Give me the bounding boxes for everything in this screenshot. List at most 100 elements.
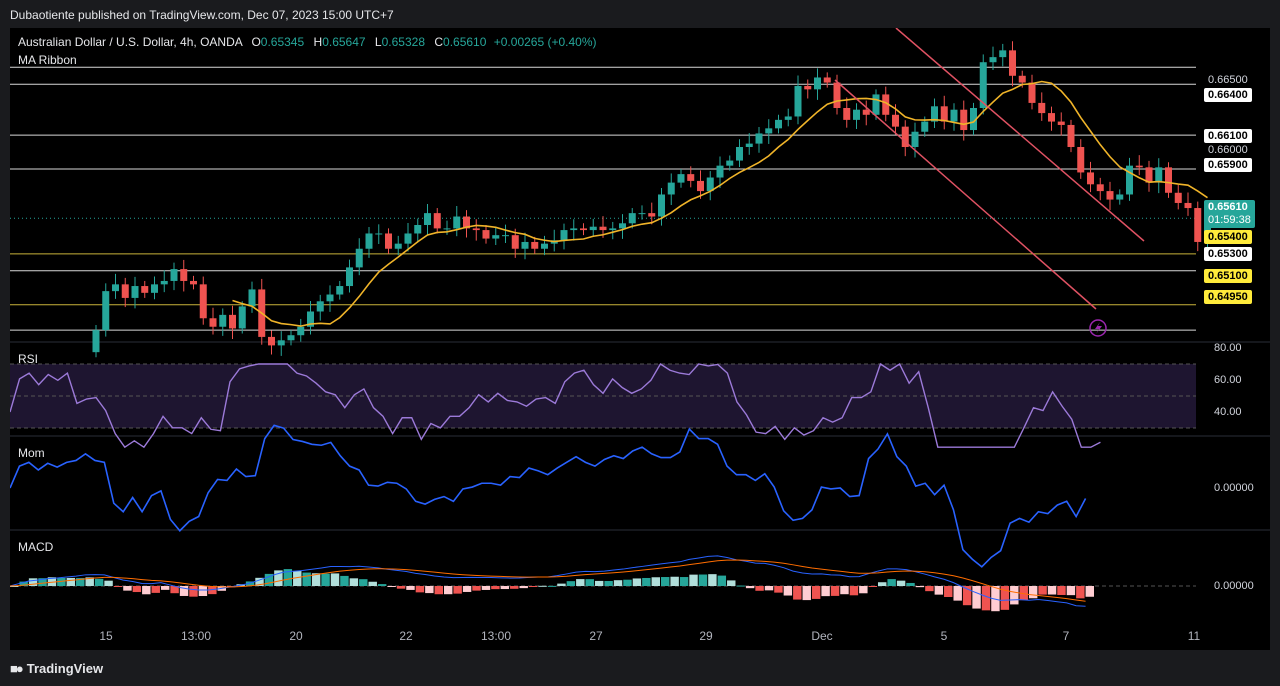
macd-histogram-bar (538, 585, 547, 587)
close-value: 0.65610 (443, 35, 487, 49)
price-axis-label: 0.66500 (1208, 74, 1248, 86)
macd-histogram-bar (255, 577, 264, 586)
candle-body (131, 286, 139, 298)
macd-histogram-bar (651, 577, 660, 586)
price-axis-label: 0.65100 (1204, 269, 1252, 283)
macd-histogram-bar (953, 586, 962, 601)
candle-body (823, 77, 831, 83)
candle-body (92, 330, 100, 353)
macd-histogram-bar (981, 586, 991, 611)
macd-histogram-bar (585, 579, 594, 586)
price-axis-label: 0.66400 (1204, 88, 1252, 102)
candle-body (687, 174, 695, 181)
candle-body (1145, 167, 1153, 183)
macd-histogram-bar (594, 580, 604, 586)
candle-body (443, 228, 451, 230)
macd-label[interactable]: MACD (18, 540, 54, 554)
macd-histogram-bar (547, 585, 557, 587)
candle-body (170, 269, 178, 281)
rsi-line (10, 362, 1101, 449)
macd-histogram-bar (604, 580, 613, 586)
channel-upper-line (895, 28, 1145, 242)
macd-histogram-bar (434, 586, 443, 595)
time-axis-label: Dec (811, 629, 832, 643)
macd-histogram-bar (878, 582, 887, 586)
rsi-axis-label: 60.00 (1214, 374, 1242, 386)
macd-histogram-bar (330, 573, 340, 586)
candle-body (238, 306, 246, 329)
macd-histogram-bar (962, 586, 972, 606)
ma-ribbon-line (232, 80, 1208, 327)
macd-histogram-bar (557, 583, 566, 586)
candle-body (287, 335, 295, 341)
mom-axis-label: 0.00000 (1214, 482, 1254, 494)
open-value: 0.65345 (260, 35, 305, 49)
candle-body (872, 94, 880, 115)
candle-body (433, 213, 441, 229)
macd-histogram-bar (642, 577, 651, 586)
macd-histogram-bar (113, 586, 123, 587)
candle-body (160, 280, 168, 285)
candle-body (804, 85, 812, 90)
symbol-name[interactable]: Australian Dollar / U.S. Dollar, 4h, OAN… (18, 35, 243, 49)
macd-histogram-bar (28, 578, 38, 586)
candle-body (999, 50, 1007, 58)
candle-body (316, 301, 324, 312)
candle-body (141, 286, 149, 293)
candle-body (931, 106, 938, 122)
candle-body (677, 174, 685, 183)
macd-histogram-bar (708, 574, 717, 586)
candle-body (385, 233, 392, 249)
candle-body (570, 228, 578, 231)
indicator-label-ma-ribbon[interactable]: MA Ribbon (18, 53, 77, 67)
macd-histogram-bar (57, 577, 66, 586)
macd-histogram-bar (661, 577, 670, 586)
macd-histogram-bar (944, 586, 953, 597)
macd-histogram-bar (377, 584, 387, 586)
macd-histogram-bar (189, 586, 198, 597)
macd-histogram-bar (774, 586, 783, 593)
symbol-legend: Australian Dollar / U.S. Dollar, 4h, OAN… (18, 35, 597, 67)
macd-histogram-bar (915, 586, 925, 588)
candle-body (911, 131, 919, 147)
tradingview-logo[interactable]: ■● TradingView (10, 661, 103, 676)
chart-canvas[interactable]: 15 13:00 20 22 13:00 27 29 Dec 5 7 11 (10, 28, 1270, 650)
candle-body (619, 223, 626, 229)
macd-histogram-bar (1000, 586, 1010, 610)
candle-body (365, 233, 373, 249)
candle-body (1174, 192, 1182, 203)
macd-histogram-bar (179, 586, 189, 596)
mom-label[interactable]: Mom (18, 446, 45, 460)
macd-histogram-bar (840, 586, 849, 595)
high-label: H (313, 35, 323, 49)
candle-body (472, 228, 480, 231)
macd-histogram-bar (415, 586, 425, 593)
candle-body (326, 294, 334, 302)
macd-histogram-bar (76, 578, 85, 586)
low-label: L (374, 35, 382, 49)
time-axis-label: 13:00 (481, 629, 511, 643)
macd-histogram-bar (793, 586, 802, 600)
candle-body (297, 326, 305, 336)
macd-histogram-bar (1047, 586, 1057, 595)
price-axis-label: 0.66000 (1208, 144, 1248, 156)
macd-histogram-bar (1038, 586, 1047, 595)
macd-histogram-bar (396, 586, 406, 589)
candle-body (765, 128, 773, 134)
macd-histogram-bar (368, 581, 377, 586)
macd-histogram-bar (811, 586, 821, 599)
macd-histogram-bar (19, 581, 28, 586)
price-axis-label: 0.65300 (1204, 247, 1252, 261)
candle-body (1096, 184, 1104, 192)
chart-area[interactable]: 15 13:00 20 22 13:00 27 29 Dec 5 7 11 (10, 28, 1270, 650)
macd-histogram-bar (528, 586, 538, 587)
candle-body (745, 143, 753, 147)
candle-body (901, 126, 909, 147)
candle-body (1018, 75, 1026, 83)
macd-histogram-bar (821, 586, 830, 597)
candle-body (1135, 165, 1143, 168)
macd-histogram-bar (406, 586, 415, 590)
candle-body (521, 241, 529, 249)
rsi-label[interactable]: RSI (18, 352, 39, 366)
macd-histogram-bar (38, 578, 47, 586)
